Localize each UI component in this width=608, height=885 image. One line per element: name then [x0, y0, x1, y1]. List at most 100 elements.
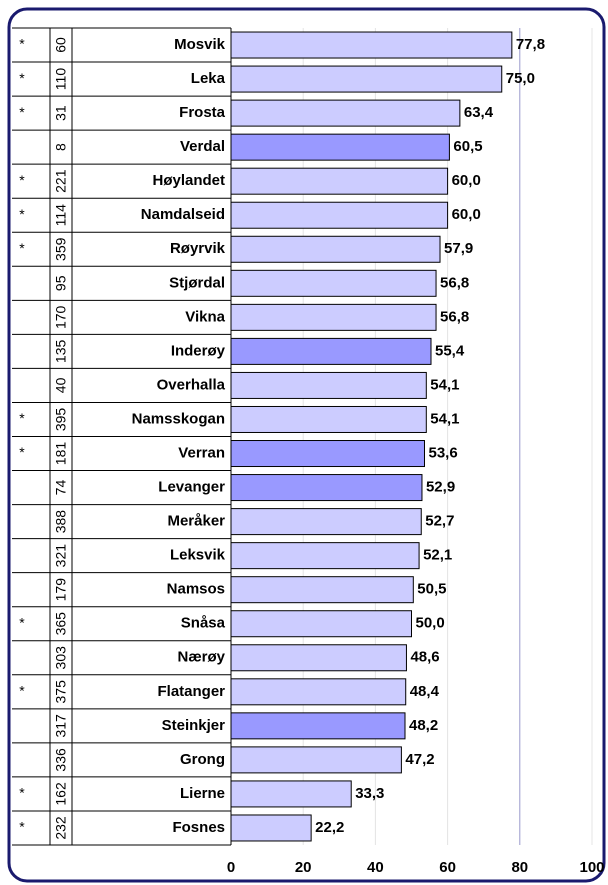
value-label: 48,2 — [409, 717, 438, 734]
bar — [230, 269, 437, 297]
star: * — [19, 70, 25, 86]
row-number: 179 — [53, 578, 69, 602]
value-label: 54,1 — [430, 376, 459, 393]
bar — [230, 508, 422, 536]
y-tick-label: Namsskogan — [132, 410, 225, 427]
star: * — [19, 172, 25, 188]
value-label: 60,0 — [452, 206, 481, 223]
bar — [230, 814, 312, 842]
value-label: 52,9 — [426, 479, 455, 496]
value-label: 47,2 — [405, 751, 434, 768]
value-label: 22,2 — [315, 819, 344, 836]
value-label: 50,0 — [416, 615, 445, 632]
bar — [230, 678, 407, 706]
y-tick-label: Vikna — [185, 308, 225, 325]
y-tick-label: Flatanger — [157, 683, 225, 700]
bar — [230, 201, 449, 229]
value-label: 55,4 — [435, 342, 465, 359]
value-label: 48,4 — [410, 683, 440, 700]
x-tick-label: 20 — [295, 859, 312, 876]
row-number: 110 — [53, 68, 69, 91]
star: * — [19, 104, 25, 120]
bar — [230, 542, 420, 570]
star: * — [19, 785, 25, 801]
value-label: 63,4 — [464, 104, 494, 121]
row-number: 135 — [53, 340, 69, 364]
bar — [230, 235, 441, 263]
y-tick-label: Leka — [191, 70, 226, 87]
star: * — [19, 240, 25, 256]
bar — [230, 746, 402, 774]
row-number: 388 — [53, 510, 69, 534]
value-label: 52,7 — [425, 513, 454, 530]
bar — [230, 576, 414, 604]
y-tick-label: Verran — [178, 444, 225, 461]
bar — [230, 133, 450, 161]
bar — [230, 440, 425, 468]
y-tick-label: Namsos — [167, 581, 225, 598]
value-label: 75,0 — [506, 70, 535, 87]
star: * — [19, 410, 25, 426]
bar — [230, 337, 432, 365]
value-label: 50,5 — [417, 581, 446, 598]
row-number: 170 — [53, 305, 69, 329]
value-label: 56,8 — [440, 274, 469, 291]
x-tick-label: 40 — [367, 859, 384, 876]
bar — [230, 644, 407, 672]
row-number: 365 — [53, 612, 69, 636]
row-number: 74 — [53, 480, 69, 496]
y-tick-label: Overhalla — [157, 376, 226, 393]
y-tick-label: Namdalseid — [141, 206, 225, 223]
value-label: 60,0 — [452, 172, 481, 189]
star: * — [19, 819, 25, 835]
star: * — [19, 444, 25, 460]
y-tick-label: Frosta — [179, 104, 226, 121]
row-number: 395 — [53, 408, 69, 432]
bar — [230, 99, 461, 127]
bar — [230, 405, 427, 433]
row-number: 162 — [53, 782, 69, 806]
x-tick-label: 60 — [439, 859, 456, 876]
row-number: 8 — [53, 143, 69, 151]
y-tick-label: Meråker — [167, 513, 225, 530]
frame — [7, 7, 606, 883]
bar — [230, 610, 412, 638]
bar — [230, 371, 427, 399]
value-label: 54,1 — [430, 410, 459, 427]
x-tick-label: 100 — [579, 859, 604, 876]
y-tick-label: Lierne — [180, 785, 225, 802]
y-tick-label: Mosvik — [174, 36, 226, 53]
y-tick-label: Snåsa — [181, 615, 226, 632]
value-label: 33,3 — [355, 785, 384, 802]
y-tick-label: Nærøy — [177, 649, 225, 666]
y-tick-label: Leksvik — [170, 547, 226, 564]
row-number: 181 — [53, 442, 69, 466]
star: * — [19, 36, 25, 52]
value-label: 48,6 — [410, 649, 439, 666]
row-number: 321 — [53, 544, 69, 568]
row-number: 95 — [53, 275, 69, 291]
star: * — [19, 683, 25, 699]
bar — [230, 303, 437, 331]
x-tick-label: 0 — [227, 859, 235, 876]
y-tick-label: Røyrvik — [170, 240, 226, 257]
row-number: 40 — [53, 377, 69, 393]
bar — [230, 167, 449, 195]
value-label: 56,8 — [440, 308, 469, 325]
value-label: 52,1 — [423, 547, 452, 564]
value-label: 53,6 — [428, 444, 457, 461]
value-label: 77,8 — [516, 36, 545, 53]
y-tick-label: Inderøy — [171, 342, 226, 359]
row-number: 221 — [53, 169, 69, 193]
row-number: 60 — [53, 37, 69, 53]
bar — [230, 31, 513, 59]
y-tick-label: Steinkjer — [162, 717, 226, 734]
y-tick-label: Fosnes — [172, 819, 225, 836]
y-tick-label: Levanger — [158, 479, 225, 496]
star: * — [19, 614, 25, 630]
bar — [230, 712, 406, 740]
bar — [230, 474, 423, 502]
row-number: 336 — [53, 748, 69, 772]
value-label: 57,9 — [444, 240, 473, 257]
